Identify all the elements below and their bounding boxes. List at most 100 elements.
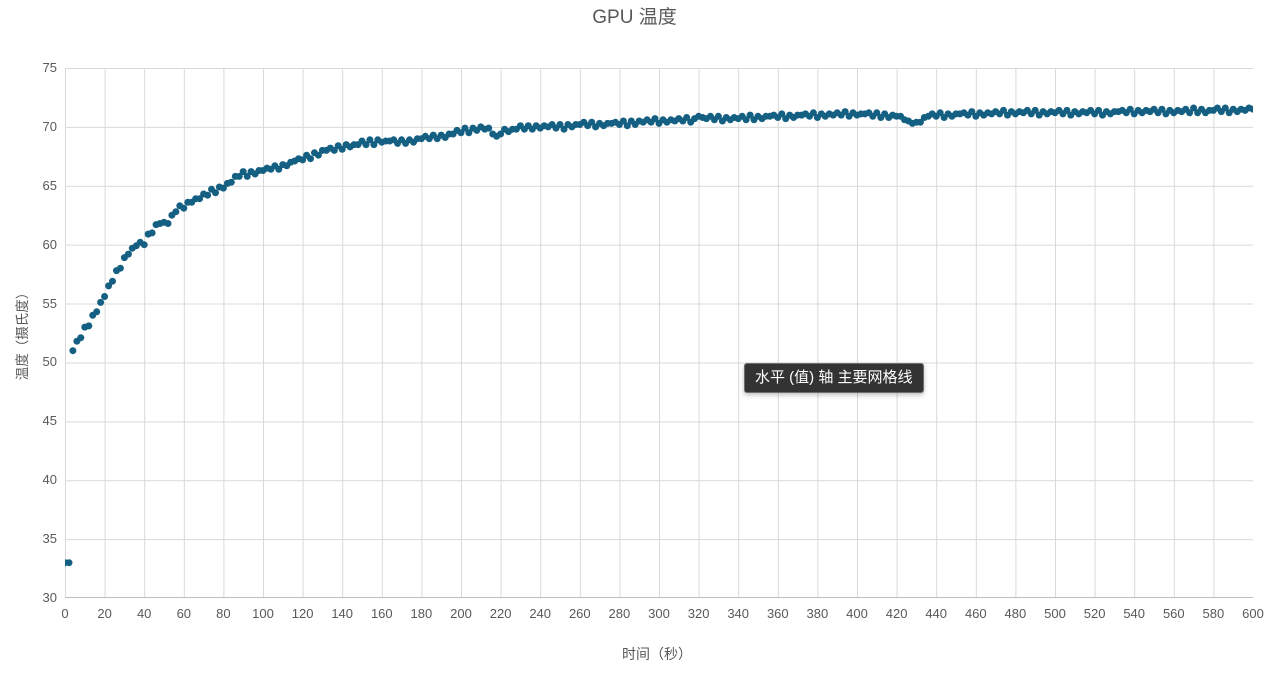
x-tick-label: 140 — [331, 606, 354, 621]
y-tick-label: 65 — [42, 177, 57, 193]
data-point[interactable] — [180, 204, 188, 212]
data-point[interactable] — [105, 282, 113, 290]
data-point[interactable] — [299, 156, 307, 164]
scatter-series[interactable] — [65, 104, 1254, 567]
data-point[interactable] — [714, 112, 722, 120]
data-point[interactable] — [1158, 105, 1166, 113]
data-point[interactable] — [556, 121, 564, 128]
data-point[interactable] — [85, 322, 93, 330]
data-point[interactable] — [623, 122, 631, 130]
data-point[interactable] — [219, 184, 227, 192]
data-point[interactable] — [97, 298, 105, 306]
data-point[interactable] — [841, 108, 849, 116]
x-tick-label: 0 — [61, 606, 69, 621]
chart-title[interactable]: GPU 温度 — [592, 7, 677, 28]
data-point[interactable] — [619, 117, 627, 125]
x-tick-label: 300 — [648, 606, 670, 621]
data-point[interactable] — [588, 118, 596, 126]
data-point[interactable] — [69, 347, 77, 355]
data-point[interactable] — [227, 178, 235, 186]
y-tick-label: 40 — [42, 472, 57, 488]
data-point[interactable] — [683, 114, 691, 121]
data-point[interactable] — [101, 293, 109, 300]
data-point[interactable] — [116, 264, 124, 272]
data-point[interactable] — [778, 110, 786, 118]
data-point[interactable] — [651, 115, 659, 123]
data-point[interactable] — [330, 146, 338, 154]
data-point[interactable] — [275, 165, 283, 173]
x-tick-label: 80 — [216, 606, 231, 621]
data-point[interactable] — [235, 172, 243, 180]
x-axis-title[interactable]: 时间（秒） — [622, 646, 692, 662]
data-point[interactable] — [873, 109, 881, 117]
data-point[interactable] — [742, 116, 750, 124]
data-point[interactable] — [1126, 105, 1134, 113]
data-point[interactable] — [1000, 106, 1007, 114]
y-tick-label: 45 — [42, 413, 57, 429]
x-tick-label: 100 — [252, 606, 274, 621]
data-point[interactable] — [936, 109, 944, 117]
data-point[interactable] — [362, 141, 370, 149]
data-point[interactable] — [307, 155, 314, 163]
data-point[interactable] — [148, 229, 156, 237]
gridline-tooltip: 水平 (值) 轴 主要网格线 — [744, 363, 924, 393]
data-point[interactable] — [65, 559, 73, 567]
data-point[interactable] — [370, 141, 378, 149]
x-tick-label: 240 — [529, 606, 552, 621]
y-tick-label: 35 — [42, 531, 57, 547]
y-tick-label: 30 — [42, 590, 57, 605]
x-tick-label: 360 — [766, 606, 789, 621]
data-point[interactable] — [968, 108, 976, 116]
data-point[interactable] — [338, 145, 346, 153]
data-point[interactable] — [746, 111, 754, 119]
data-point[interactable] — [1031, 106, 1039, 114]
y-tick-label: 55 — [42, 295, 57, 311]
data-point[interactable] — [497, 130, 505, 138]
x-tick-label: 120 — [291, 606, 314, 621]
data-point[interactable] — [1063, 106, 1071, 114]
data-point[interactable] — [366, 136, 374, 144]
x-tick-label: 560 — [1162, 606, 1185, 621]
x-tick-label: 280 — [608, 606, 631, 621]
data-point[interactable] — [77, 334, 85, 342]
x-tick-label: 600 — [1242, 606, 1264, 621]
data-point[interactable] — [124, 250, 132, 258]
data-point[interactable] — [465, 129, 473, 137]
x-tick-label: 200 — [450, 606, 472, 621]
data-point[interactable] — [1095, 106, 1103, 114]
vertical-major-gridlines[interactable] — [65, 68, 1254, 598]
data-point[interactable] — [314, 151, 322, 159]
data-point[interactable] — [196, 195, 204, 203]
x-tick-label: 220 — [489, 606, 512, 621]
data-point[interactable] — [485, 124, 493, 132]
data-point[interactable] — [916, 118, 924, 126]
data-point[interactable] — [461, 124, 469, 132]
x-tick-label: 180 — [410, 606, 433, 621]
data-point[interactable] — [140, 241, 148, 249]
data-point[interactable] — [93, 308, 101, 316]
data-point[interactable] — [172, 208, 180, 216]
x-tick-label: 480 — [1004, 606, 1027, 621]
data-point[interactable] — [212, 189, 219, 197]
data-point[interactable] — [457, 129, 465, 137]
data-point[interactable] — [243, 172, 251, 180]
data-point[interactable] — [1190, 104, 1198, 112]
plot-area[interactable] — [65, 68, 1253, 598]
data-point[interactable] — [1221, 104, 1229, 112]
data-point[interactable] — [239, 168, 247, 176]
data-point[interactable] — [1249, 105, 1254, 113]
data-point[interactable] — [204, 191, 212, 199]
data-point[interactable] — [164, 220, 172, 227]
x-tick-label: 260 — [568, 606, 591, 621]
data-point[interactable] — [109, 277, 116, 285]
data-point[interactable] — [560, 125, 568, 133]
y-tick-label: 75 — [42, 60, 57, 75]
x-tick-label: 380 — [806, 606, 829, 621]
horizontal-major-gridlines[interactable] — [65, 68, 1253, 599]
data-point[interactable] — [1186, 109, 1194, 117]
x-tick-label: 40 — [136, 606, 152, 621]
x-tick-label: 540 — [1123, 606, 1146, 621]
x-tick-label: 340 — [727, 606, 750, 621]
data-point[interactable] — [809, 109, 817, 117]
